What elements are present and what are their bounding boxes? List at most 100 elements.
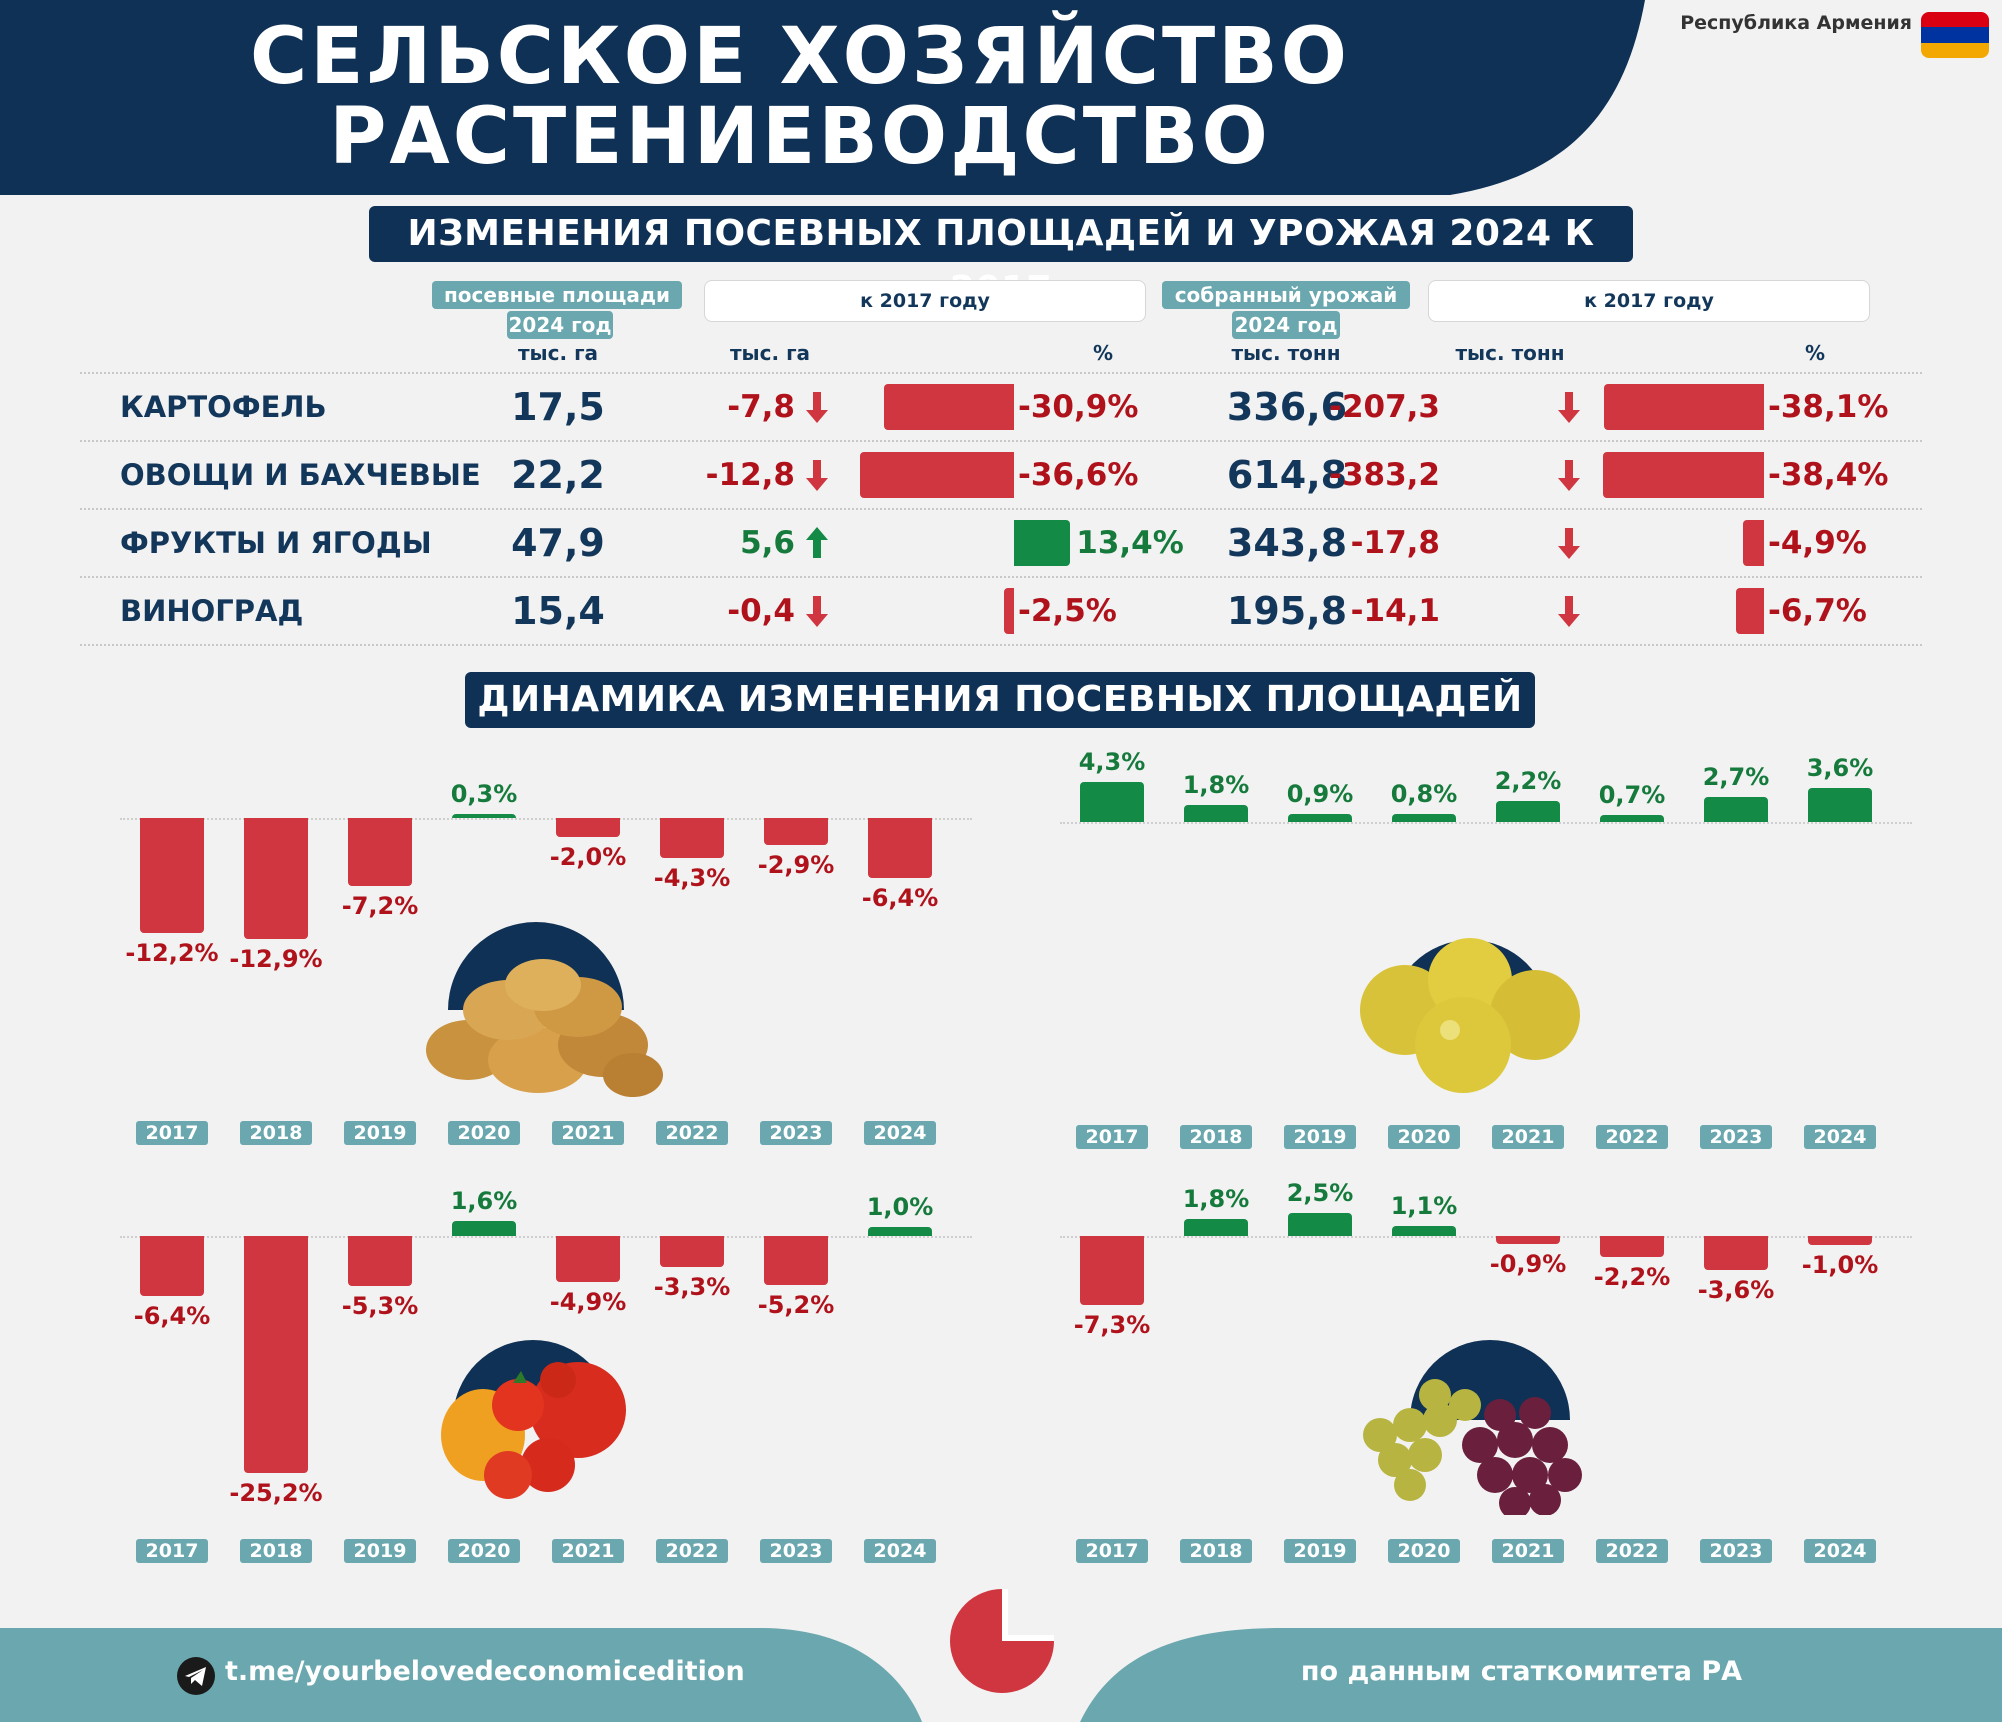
chart-baseline [1060, 1236, 1912, 1238]
year-tick-label: 2017 [136, 1539, 208, 1563]
table-section-title: ИЗМЕНЕНИЯ ПОСЕВНЫХ ПЛОЩАДЕЙ И УРОЖАЯ 202… [369, 206, 1633, 310]
year-tick-label: 2024 [864, 1121, 936, 1145]
harvest-delta-value: -207,3 [1329, 389, 1440, 425]
area-pct-value: -30,9% [1018, 389, 1139, 425]
area-pct-value: -2,5% [1018, 593, 1117, 629]
harvest-2024-label: собранный урожай [1162, 281, 1410, 309]
unit-area: тыс. га [517, 341, 599, 365]
unit-area-pct: % [1092, 341, 1114, 365]
table-row-divider [80, 372, 1922, 374]
bar-value-label: -7,2% [341, 891, 419, 920]
harvest-delta-value: -383,2 [1329, 457, 1440, 493]
bar-value-label: 1,8% [1182, 1185, 1250, 1214]
bar-value-label: -2,0% [549, 842, 627, 871]
chart-bar-2022 [660, 1236, 724, 1268]
arrow-down-icon [1558, 460, 1580, 491]
unit-harvest-pct: % [1804, 341, 1826, 365]
harvest-2024-year-label: 2024 год [1232, 311, 1340, 339]
bar-value-label: -2,9% [757, 851, 835, 880]
harvest-2024-value: 343,8 [1226, 521, 1348, 565]
area-2024-label: посевные площади [432, 281, 682, 309]
crop-name: КАРТОФЕЛЬ [120, 390, 327, 424]
chart-bar-2018 [244, 1236, 308, 1473]
year-tick-label: 2022 [656, 1539, 728, 1563]
area-2024-value: 47,9 [511, 521, 605, 565]
table-row-divider [80, 440, 1922, 442]
unit-harvest: тыс. тонн [1231, 341, 1341, 365]
arrow-down-icon [806, 392, 828, 423]
bar-value-label: 2,7% [1702, 762, 1770, 791]
harvest-delta-value: -14,1 [1350, 593, 1440, 629]
year-tick-label: 2017 [1076, 1539, 1148, 1563]
bar-value-label: 1,0% [866, 1192, 934, 1221]
potatoes-image [426, 922, 663, 1097]
year-tick-label: 2024 [1804, 1125, 1876, 1149]
chart-bar-2020 [452, 1220, 516, 1236]
chart-bar-2021 [556, 818, 620, 837]
crop-name: ОВОЩИ И БАХЧЕВЫЕ [120, 458, 481, 492]
area-delta-value: 5,6 [740, 525, 795, 561]
chart-bar-2018 [244, 818, 308, 940]
year-tick-label: 2020 [1388, 1125, 1460, 1149]
year-tick-label: 2018 [240, 1539, 312, 1563]
chart-bar-2017 [1080, 1236, 1144, 1305]
area-2024-year-label: 2024 год [507, 311, 613, 339]
bar-value-label: 0,8% [1390, 780, 1458, 809]
telegram-link[interactable]: t.me/yourbelovedeconomicedition [225, 1656, 745, 1687]
chart-bar-2023 [1704, 1236, 1768, 1270]
year-tick-label: 2020 [448, 1121, 520, 1145]
chart-bar-2020 [452, 814, 516, 818]
bar-value-label: 4,3% [1078, 747, 1146, 776]
table-row-divider [80, 508, 1922, 510]
area-pct-bar [1014, 520, 1071, 566]
page-title-line-2: РАСТЕНИЕВОДСТВО [329, 92, 1271, 182]
harvest-pct-value: -4,9% [1768, 525, 1867, 561]
chart-bar-2021 [556, 1236, 620, 1283]
year-tick-label: 2022 [656, 1121, 728, 1145]
unit-harvest-delta: тыс. тонн [1455, 341, 1565, 365]
area-delta-value: -0,4 [727, 593, 795, 629]
area-2024-value: 15,4 [511, 589, 605, 633]
bar-value-label: -6,4% [133, 1302, 211, 1331]
year-tick-label: 2023 [1700, 1125, 1772, 1149]
bar-value-label: -4,3% [653, 864, 731, 893]
bar-value-label: 0,3% [450, 780, 518, 808]
bar-value-label: 3,6% [1806, 754, 1874, 783]
area-delta-value: -7,8 [727, 389, 795, 425]
chart-baseline [1060, 822, 1912, 824]
year-tick-label: 2022 [1596, 1125, 1668, 1149]
chart-bar-2020 [1392, 1225, 1456, 1236]
area-vs-2017-label: к 2017 году [704, 280, 1146, 322]
header-background [0, 0, 1645, 195]
year-tick-label: 2021 [552, 1121, 624, 1145]
year-tick-label: 2019 [344, 1539, 416, 1563]
chart-bar-2019 [348, 818, 412, 886]
year-tick-label: 2018 [1180, 1539, 1252, 1563]
chart-bar-2022 [1600, 815, 1664, 822]
harvest-pct-value: -6,7% [1768, 593, 1867, 629]
bar-value-label: -12,2% [125, 938, 219, 967]
year-tick-label: 2019 [1284, 1125, 1356, 1149]
bar-value-label: 1,1% [1390, 1191, 1458, 1220]
bar-value-label: -5,2% [757, 1290, 835, 1319]
bar-value-label: -6,4% [861, 884, 939, 913]
area-pct-value: 13,4% [1076, 525, 1184, 561]
country-label: Республика Армения [1680, 12, 1912, 34]
arrow-down-icon [806, 596, 828, 627]
arrow-down-icon [1558, 392, 1580, 423]
crop-name: ВИНОГРАД [120, 594, 304, 628]
year-tick-label: 2018 [1180, 1125, 1252, 1149]
year-tick-label: 2023 [760, 1121, 832, 1145]
data-source-note: по данным статкомитета РА [1300, 1656, 1742, 1687]
bar-value-label: -25,2% [229, 1478, 323, 1507]
chart-bar-2021 [1496, 1236, 1560, 1245]
logo-icon [950, 1589, 1054, 1693]
chart-bar-2019 [1288, 813, 1352, 822]
year-tick-label: 2017 [136, 1121, 208, 1145]
table-row-divider [80, 644, 1922, 646]
year-tick-label: 2019 [1284, 1539, 1356, 1563]
apples-image [1360, 938, 1580, 1093]
chart-bar-2017 [1080, 781, 1144, 822]
chart-bar-2017 [140, 818, 204, 933]
bar-value-label: -5,3% [341, 1291, 419, 1320]
